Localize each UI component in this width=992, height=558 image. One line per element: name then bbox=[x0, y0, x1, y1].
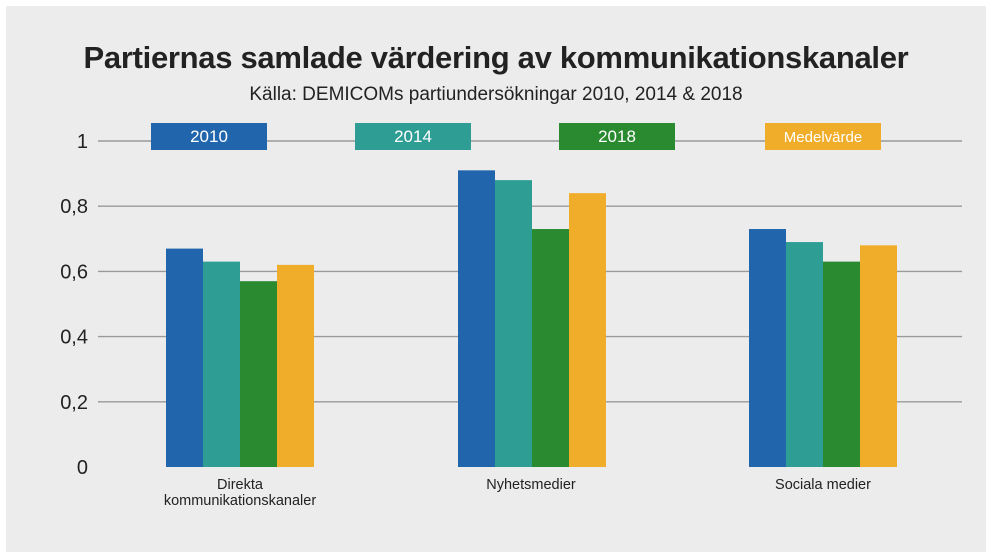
bar-2018 bbox=[240, 281, 277, 467]
bar-2010 bbox=[749, 229, 786, 467]
y-tick-label: 0,8 bbox=[60, 196, 88, 218]
legend-label: 2010 bbox=[190, 127, 228, 146]
bar-medelvärde bbox=[860, 245, 897, 467]
bar-2014 bbox=[786, 242, 823, 467]
bar-medelvärde bbox=[277, 264, 314, 467]
y-tick-label: 1 bbox=[77, 131, 88, 153]
bar-2014 bbox=[495, 180, 532, 467]
y-tick-label: 0,6 bbox=[60, 261, 88, 283]
legend-swatch-2010 bbox=[151, 123, 267, 150]
bar-2010 bbox=[458, 170, 495, 467]
legend-label: Medelvärde bbox=[784, 129, 862, 146]
bar-2018 bbox=[532, 229, 569, 467]
bar-2018 bbox=[823, 261, 860, 467]
legend-swatch-medelvärde bbox=[765, 123, 881, 150]
bar-medelvärde bbox=[569, 193, 606, 467]
x-category-label: Sociala medier bbox=[775, 477, 871, 493]
bar-2014 bbox=[203, 261, 240, 467]
bar-2010 bbox=[166, 248, 203, 467]
legend-swatch-2018 bbox=[559, 123, 675, 150]
y-tick-label: 0 bbox=[77, 457, 88, 479]
y-tick-label: 0,2 bbox=[60, 392, 88, 414]
legend-label: 2014 bbox=[394, 127, 432, 146]
y-tick-label: 0,4 bbox=[60, 327, 88, 349]
x-category-label: Direkta kommunikationskanaler bbox=[164, 477, 316, 509]
legend-swatch-2014 bbox=[355, 123, 471, 150]
chart-title: Partiernas samlade värdering av kommunik… bbox=[83, 40, 909, 75]
legend-label: 2018 bbox=[598, 127, 636, 146]
chart-subtitle: Källa: DEMICOMs partiundersökningar 2010… bbox=[249, 84, 743, 105]
x-category-label: Nyhetsmedier bbox=[486, 477, 576, 493]
